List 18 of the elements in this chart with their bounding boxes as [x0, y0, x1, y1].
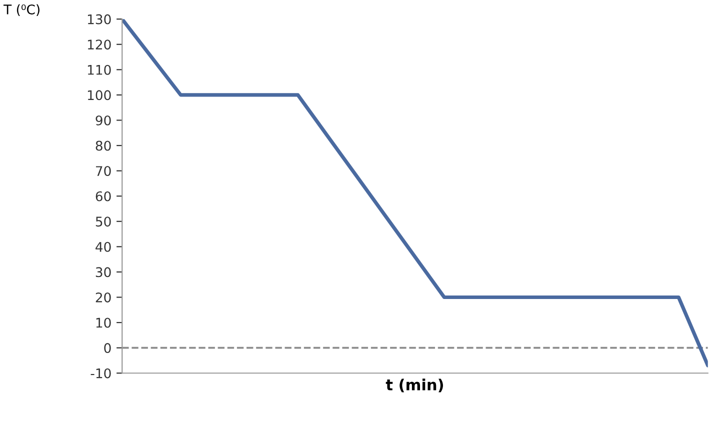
y-tick-label: 0 — [104, 343, 111, 354]
y-tick-label: -10 — [90, 368, 111, 378]
y-tick-label: 120 — [88, 40, 111, 50]
y-tick-label: 20 — [96, 292, 111, 302]
y-tick-label: 50 — [96, 216, 111, 227]
y-tick-label: 40 — [96, 242, 111, 252]
y-tick-label: 60 — [96, 191, 111, 202]
y-tick-label: 130 — [88, 14, 111, 24]
y-tick-label: 80 — [96, 140, 111, 151]
y-tick-label: 100 — [88, 90, 111, 100]
y-axis-title: T (⁰C) — [4, 4, 40, 16]
y-tick-label: 30 — [96, 267, 111, 278]
y-tick-label: 10 — [96, 318, 111, 328]
y-tick-label: 90 — [96, 115, 111, 126]
y-tick-label: 70 — [96, 166, 111, 176]
line-series — [122, 19, 708, 368]
y-tick-label: 110 — [88, 64, 111, 75]
x-axis-title: t (min) — [386, 378, 443, 392]
